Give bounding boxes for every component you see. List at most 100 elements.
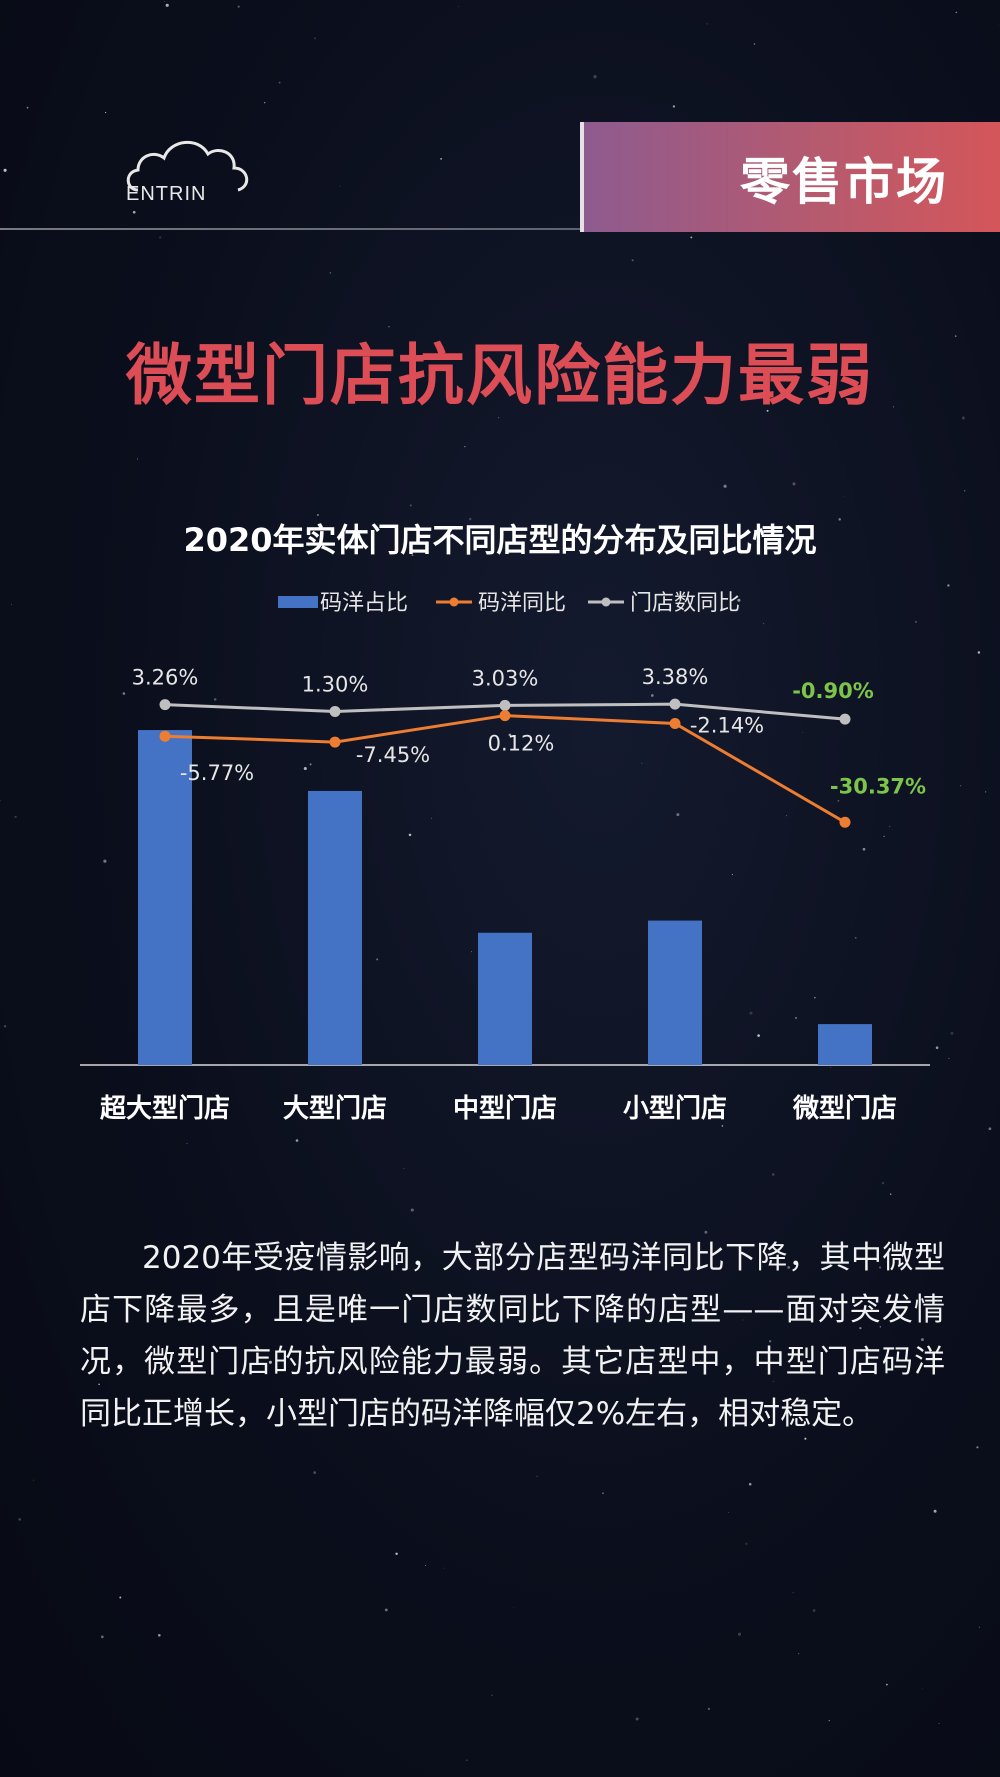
star — [881, 1181, 885, 1185]
star — [723, 484, 727, 488]
star — [672, 105, 676, 108]
x-tick-label: 大型门店 — [283, 1094, 387, 1124]
star — [237, 5, 240, 8]
legend-marker — [601, 597, 611, 607]
bar-4 — [818, 1024, 872, 1065]
star — [278, 81, 281, 84]
section-tag: 零售市场 — [580, 122, 1000, 232]
line-point — [669, 698, 681, 710]
bar-0 — [138, 730, 192, 1065]
line-point — [329, 705, 341, 717]
star — [458, 6, 459, 8]
data-label: -30.37% — [830, 774, 926, 798]
star — [963, 489, 966, 492]
star — [491, 1694, 493, 1697]
star — [978, 1626, 980, 1628]
data-label: 3.03% — [472, 666, 539, 690]
star — [635, 1717, 639, 1721]
cloud-logo-icon — [126, 140, 249, 192]
x-tick-label: 微型门店 — [792, 1093, 897, 1124]
star — [410, 1208, 414, 1212]
star — [955, 11, 958, 14]
body-paragraph: 2020年受疫情影响，大部分店型码洋同比下降，其中微型店下降最多，且是唯一门店数… — [80, 1240, 945, 1432]
star — [889, 1193, 892, 1195]
line-point — [499, 710, 511, 722]
chart-title: 2020年实体门店不同店型的分布及同比情况 — [183, 521, 817, 559]
data-label: 0.12% — [488, 732, 555, 756]
star — [165, 3, 169, 7]
star — [395, 1552, 398, 1556]
star — [706, 23, 708, 25]
star — [602, 1492, 604, 1495]
star — [100, 1635, 104, 1639]
star — [313, 37, 316, 40]
line-point — [329, 736, 341, 748]
bar-3 — [648, 920, 702, 1065]
star — [137, 458, 138, 460]
data-label: 1.30% — [302, 672, 369, 696]
star — [157, 1633, 161, 1637]
star — [998, 24, 999, 26]
star — [812, 1609, 816, 1612]
bar-2 — [478, 932, 532, 1065]
star — [748, 1482, 752, 1486]
star — [409, 504, 412, 507]
star — [938, 1723, 940, 1724]
star — [3, 168, 7, 172]
star — [466, 1759, 468, 1761]
star — [690, 236, 693, 239]
star — [933, 1509, 937, 1513]
x-tick-label: 小型门店 — [623, 1094, 727, 1124]
legend-label: 码洋占比 — [320, 591, 408, 616]
star — [18, 1518, 21, 1521]
line-point — [159, 730, 171, 742]
x-tick-label: 中型门店 — [453, 1094, 557, 1124]
star — [976, 1446, 979, 1449]
star — [403, 1167, 405, 1169]
bar-1 — [308, 790, 362, 1065]
x-tick-label: 超大型门店 — [100, 1094, 230, 1124]
star — [631, 259, 634, 262]
star — [295, 1139, 299, 1142]
star — [792, 1591, 794, 1594]
star — [536, 1475, 538, 1477]
star — [33, 1479, 35, 1481]
star — [513, 1607, 514, 1609]
star — [728, 1512, 729, 1513]
star — [753, 43, 756, 45]
star — [159, 236, 162, 239]
data-label: 3.26% — [132, 666, 199, 690]
section-tag-label: 零售市场 — [740, 153, 948, 211]
page-title: 微型门店抗风险能力最弱 — [126, 337, 874, 414]
star — [264, 102, 266, 104]
star — [771, 1173, 775, 1176]
star — [119, 1596, 122, 1599]
star — [384, 1608, 388, 1612]
star — [792, 482, 796, 486]
star — [26, 106, 29, 109]
legend-swatch — [278, 596, 318, 608]
star — [186, 1142, 188, 1144]
legend-label: 门店数同比 — [630, 591, 740, 616]
data-label: -2.14% — [690, 713, 764, 737]
star — [425, 1564, 426, 1566]
star — [737, 1632, 742, 1636]
logo-text: ENTRIN — [126, 183, 207, 205]
line-point — [839, 816, 851, 828]
star — [443, 1567, 445, 1569]
star — [339, 185, 341, 187]
star — [843, 495, 845, 497]
star — [922, 1687, 923, 1689]
star — [440, 158, 442, 160]
legend-label: 码洋同比 — [478, 591, 566, 616]
data-label: -5.77% — [180, 761, 254, 785]
data-label: -7.45% — [356, 743, 430, 767]
star — [329, 272, 332, 274]
line-point — [669, 717, 681, 729]
header-divider — [0, 228, 1000, 230]
star — [104, 111, 107, 114]
star — [593, 75, 597, 79]
line-point — [839, 713, 851, 725]
star — [828, 1719, 830, 1722]
